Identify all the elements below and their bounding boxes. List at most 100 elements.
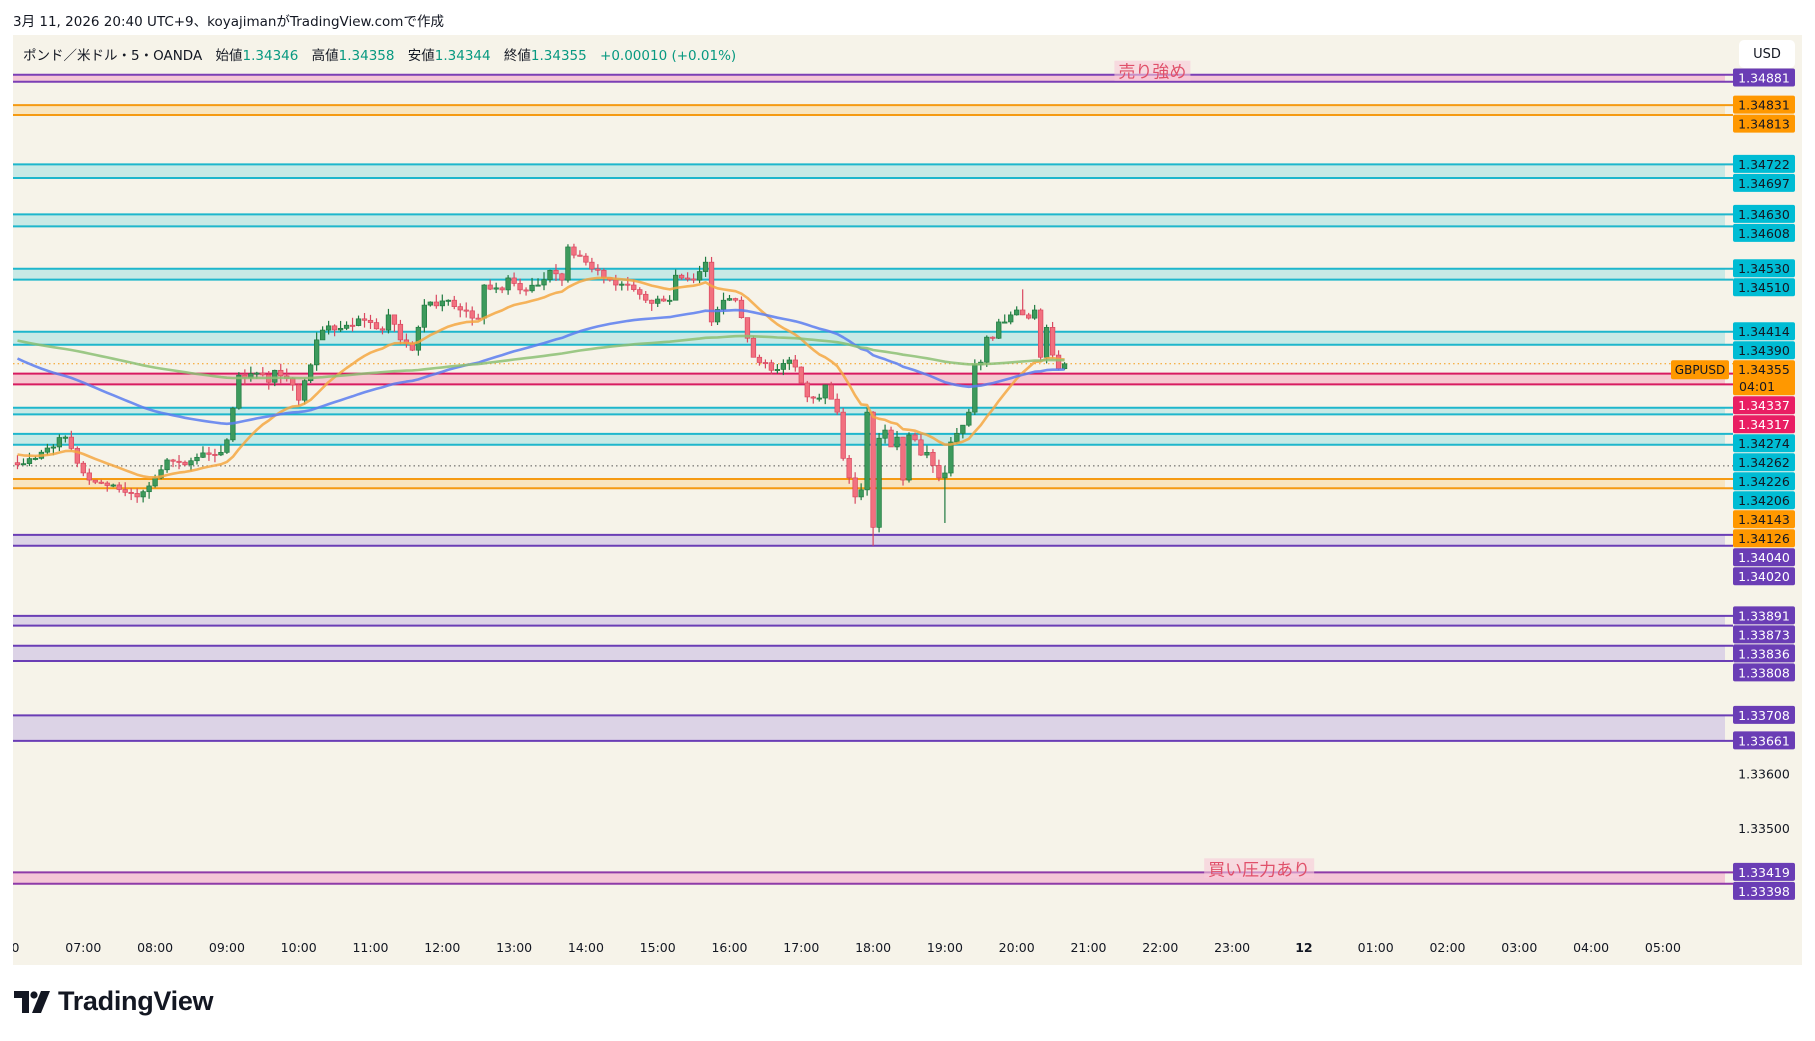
candle[interactable] xyxy=(146,482,152,499)
candle[interactable] xyxy=(918,433,924,456)
candle[interactable] xyxy=(325,320,332,335)
candle[interactable] xyxy=(930,449,936,473)
candle[interactable] xyxy=(732,297,739,303)
candle[interactable] xyxy=(696,265,703,284)
candle[interactable] xyxy=(343,321,350,331)
candle[interactable] xyxy=(1020,289,1026,316)
candle[interactable] xyxy=(828,381,834,400)
candle[interactable] xyxy=(278,363,284,384)
candle[interactable] xyxy=(858,483,864,501)
candle[interactable] xyxy=(296,383,302,406)
candle[interactable] xyxy=(224,438,230,454)
candle[interactable] xyxy=(421,299,427,333)
candle[interactable] xyxy=(649,299,655,311)
candle[interactable] xyxy=(433,294,439,309)
candle[interactable] xyxy=(361,312,368,328)
price-axis[interactable]: 1.34881 1.34831 1.34813 1.34722 1.34697 1.346… xyxy=(1671,68,1795,900)
candle[interactable] xyxy=(714,306,721,326)
chart-panel[interactable]: 売り強め 買い圧力あり 1.34881 1.34831 1.34813 1.34722 1.… xyxy=(13,35,1802,965)
candle[interactable] xyxy=(1031,304,1038,320)
candle[interactable] xyxy=(319,326,326,341)
candle[interactable] xyxy=(415,325,422,356)
candle[interactable] xyxy=(996,318,1002,339)
candle[interactable] xyxy=(182,460,188,467)
candle[interactable] xyxy=(463,302,469,318)
candle[interactable] xyxy=(966,408,972,427)
candle[interactable] xyxy=(792,355,798,372)
symbol-title[interactable]: ポンド／米ドル・5・OANDA xyxy=(23,48,203,64)
candle[interactable] xyxy=(68,430,74,451)
candle[interactable] xyxy=(601,268,607,284)
candle[interactable] xyxy=(936,459,942,482)
candle[interactable] xyxy=(876,433,882,533)
candle[interactable] xyxy=(80,461,86,477)
candle[interactable] xyxy=(774,364,781,374)
candle[interactable] xyxy=(702,256,709,277)
candle[interactable] xyxy=(535,278,541,287)
candle[interactable] xyxy=(589,257,595,273)
candle[interactable] xyxy=(74,446,80,468)
candle[interactable] xyxy=(379,326,386,335)
candle[interactable] xyxy=(92,479,98,485)
candle[interactable] xyxy=(308,363,314,384)
candle[interactable] xyxy=(331,324,338,337)
candle[interactable] xyxy=(637,287,643,300)
candle[interactable] xyxy=(768,359,775,375)
candle[interactable] xyxy=(517,278,523,295)
candle[interactable] xyxy=(1037,308,1044,362)
candle[interactable] xyxy=(810,396,816,404)
candle[interactable] xyxy=(888,426,894,448)
candle[interactable] xyxy=(690,273,697,284)
candle[interactable] xyxy=(1008,311,1014,325)
candle[interactable] xyxy=(655,295,661,307)
candle[interactable] xyxy=(912,432,918,442)
candle[interactable] xyxy=(445,299,451,306)
candle[interactable] xyxy=(870,411,876,546)
candle[interactable] xyxy=(882,424,888,444)
candle[interactable] xyxy=(397,319,404,345)
candle[interactable] xyxy=(852,472,858,504)
candle[interactable] xyxy=(541,272,547,291)
candle[interactable] xyxy=(188,457,194,471)
candle[interactable] xyxy=(756,354,763,366)
candle[interactable] xyxy=(726,294,733,301)
candle[interactable] xyxy=(194,453,200,465)
candle[interactable] xyxy=(499,286,505,294)
candle[interactable] xyxy=(493,282,499,294)
candle[interactable] xyxy=(355,315,362,327)
candle[interactable] xyxy=(14,455,21,470)
candle[interactable] xyxy=(529,277,535,293)
candle[interactable] xyxy=(104,481,110,492)
candle[interactable] xyxy=(367,314,374,329)
candle[interactable] xyxy=(942,466,948,523)
candle[interactable] xyxy=(314,332,320,371)
candle[interactable] xyxy=(457,303,463,318)
candle[interactable] xyxy=(864,407,870,496)
candle[interactable] xyxy=(565,244,571,283)
candle[interactable] xyxy=(98,479,104,485)
candle[interactable] xyxy=(128,488,134,501)
candle[interactable] xyxy=(990,336,996,341)
candle[interactable] xyxy=(206,446,212,461)
candle[interactable] xyxy=(924,445,930,459)
candle[interactable] xyxy=(523,287,529,296)
candle[interactable] xyxy=(678,273,685,281)
candle[interactable] xyxy=(834,393,840,415)
candle[interactable] xyxy=(553,264,559,281)
candle[interactable] xyxy=(1014,306,1020,316)
tradingview-logo[interactable]: TradingView xyxy=(14,986,214,1017)
candle[interactable] xyxy=(110,483,116,488)
candle[interactable] xyxy=(798,366,804,384)
candle[interactable] xyxy=(577,250,583,257)
candle[interactable] xyxy=(750,336,757,358)
candle[interactable] xyxy=(960,424,966,439)
candle[interactable] xyxy=(349,317,356,332)
candle[interactable] xyxy=(667,295,673,305)
candle[interactable] xyxy=(451,295,457,310)
price-chart[interactable]: 売り強め買い圧力あり1.348811.348311.348131.347221.… xyxy=(13,35,1802,965)
candle[interactable] xyxy=(116,482,122,493)
candle[interactable] xyxy=(708,256,715,327)
candle[interactable] xyxy=(547,269,553,283)
candle[interactable] xyxy=(816,393,822,402)
